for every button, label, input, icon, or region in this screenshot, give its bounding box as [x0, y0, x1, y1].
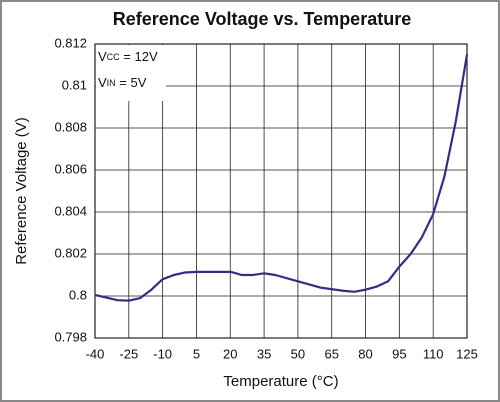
annotation-box — [96, 45, 166, 101]
chart-title: Reference Voltage vs. Temperature — [113, 9, 411, 29]
plot-border — [94, 43, 468, 339]
y-tick-label: 0.802 — [54, 245, 87, 260]
x-tick-label: 35 — [257, 346, 271, 361]
x-tick-label: 20 — [223, 346, 237, 361]
annotation-sub: IN — [107, 78, 116, 88]
y-tick-label: 0.808 — [54, 119, 87, 134]
line — [94, 54, 469, 302]
annotation: VCC = 12V — [98, 49, 158, 64]
annotation-rest: = 12V — [120, 49, 158, 64]
annotation: VIN = 5V — [98, 75, 147, 90]
x-axis-label: Temperature (°C) — [223, 373, 338, 390]
y-tick-label: 0.806 — [54, 161, 87, 176]
x-tick-label: -40 — [86, 346, 105, 361]
annotation-rest: = 5V — [116, 75, 147, 90]
annotation-main: V — [98, 75, 107, 90]
y-tick-label: 0.812 — [54, 35, 87, 50]
annotation-main: V — [98, 49, 107, 64]
x-tick-label: -25 — [119, 346, 138, 361]
x-tick-label: 50 — [291, 346, 305, 361]
y-axis-label: Reference Voltage (V) — [13, 117, 30, 265]
y-tick-label: 0.81 — [62, 77, 87, 92]
annotation-sub: CC — [107, 52, 120, 62]
y-tick-label: 0.8 — [69, 287, 87, 302]
x-tick-label: 110 — [423, 346, 444, 361]
x-tick-label: 65 — [324, 346, 338, 361]
x-tick-label: 95 — [392, 346, 406, 361]
x-tick-label: 5 — [193, 346, 200, 361]
y-tick-label: 0.804 — [54, 203, 87, 218]
x-tick-label: 80 — [358, 346, 372, 361]
y-tick-label: 0.798 — [54, 329, 87, 344]
x-tick-label: 125 — [456, 346, 478, 361]
x-tick-label: -10 — [153, 346, 172, 361]
